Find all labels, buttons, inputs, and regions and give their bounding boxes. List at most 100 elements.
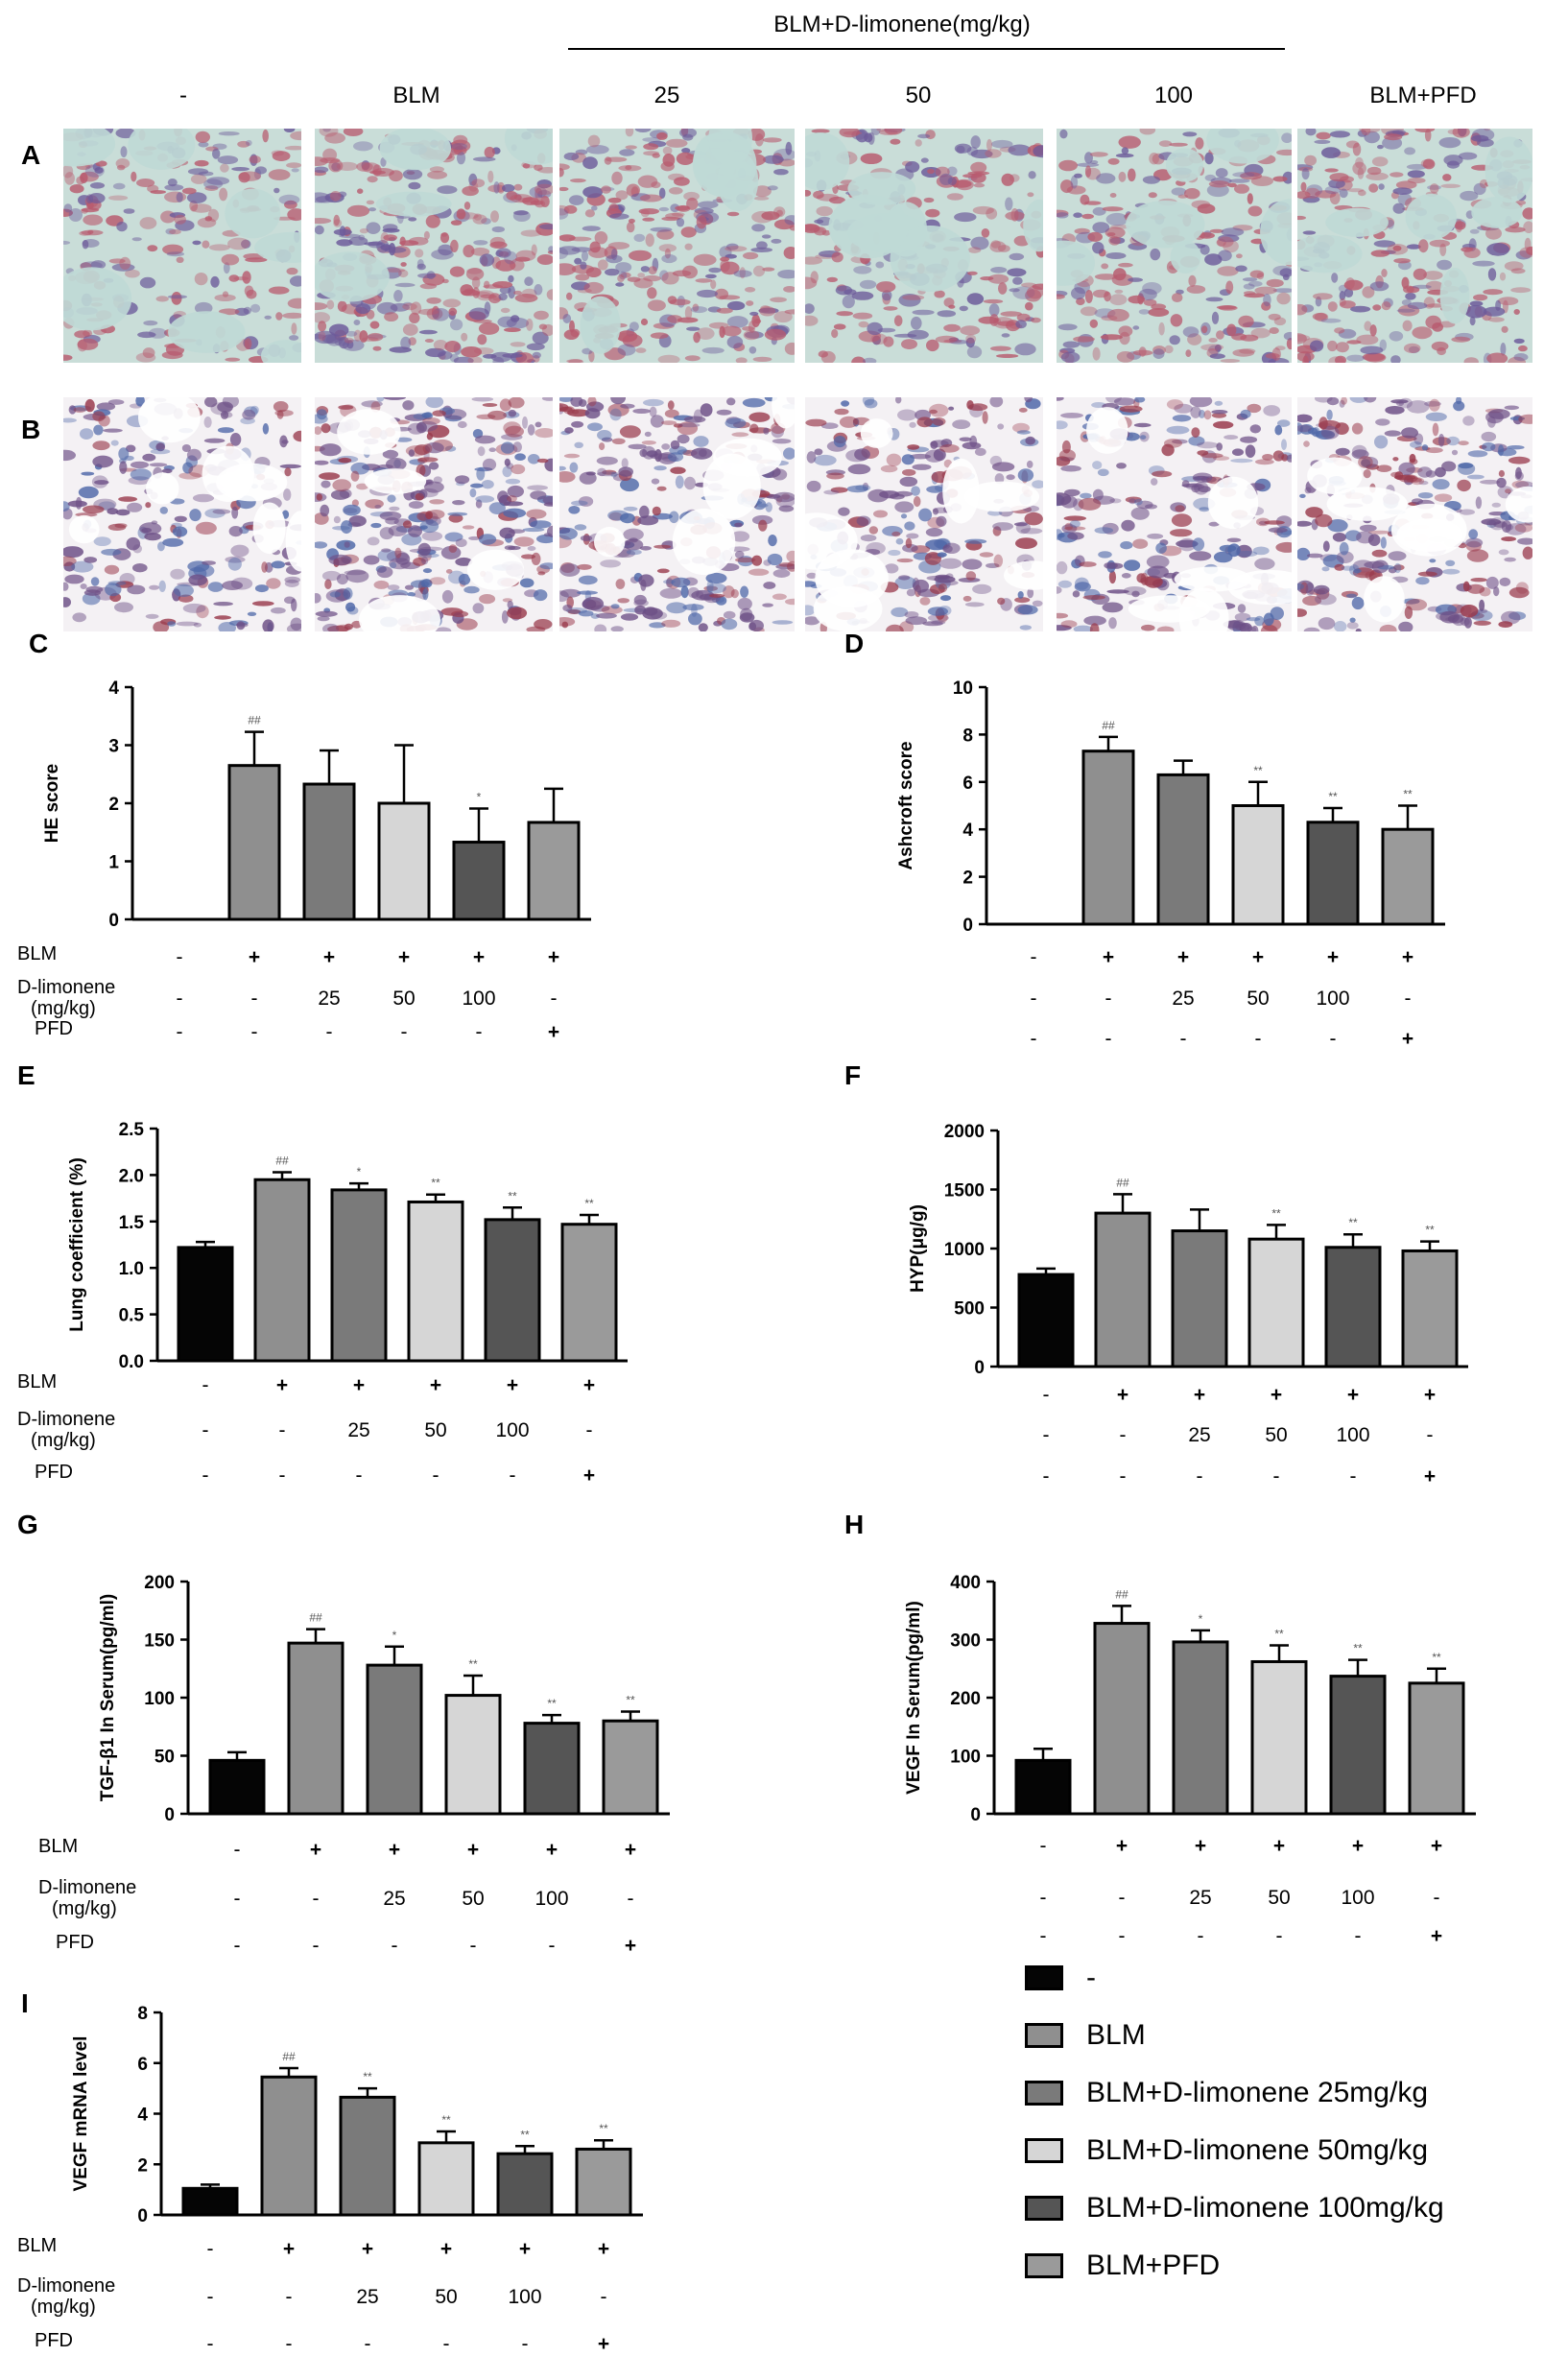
y-tick-label-i-0: 0 [137, 2206, 148, 2226]
cell-f-2-1: - [1120, 1465, 1127, 1488]
legend-swatch-100 [1025, 2196, 1063, 2221]
y-axis-label-f: HYP(μg/g) [908, 1204, 928, 1293]
cell-i-1-5: - [601, 2286, 607, 2308]
bar-d-2 [1156, 773, 1210, 926]
bar-i-1 [260, 2075, 318, 2217]
cell-e-2-2: - [356, 1464, 363, 1487]
bar-c-4 [452, 841, 506, 921]
cell-i-1-2: 25 [356, 2286, 378, 2308]
cell-h-0-5: + [1431, 1835, 1442, 1857]
legend-label-100: BLM+D-limonene 100mg/kg [1086, 2192, 1444, 2224]
cell-g-0-0: - [234, 1839, 241, 1861]
group-header-line [568, 48, 1285, 50]
column-header-50: 50 [905, 83, 932, 108]
bar-f-0 [1017, 1273, 1075, 1368]
row-label-i-pfd: PFD [35, 2330, 73, 2351]
row-label-e-pfd: PFD [35, 1462, 73, 1483]
cell-g-0-1: + [310, 1839, 321, 1861]
panel-letter-f: F [844, 1060, 861, 1090]
bar-c-5 [527, 821, 581, 921]
bar-d-4 [1306, 821, 1360, 926]
cell-i-2-2: - [365, 2333, 371, 2355]
cell-e-1-5: - [586, 1419, 593, 1441]
cell-h-1-2: 25 [1189, 1887, 1211, 1909]
y-tick-label-h-3: 300 [950, 1631, 981, 1652]
bar-g-5 [602, 1719, 659, 1816]
cell-e-0-1: + [276, 1374, 288, 1396]
cell-c-1-5: - [551, 988, 558, 1010]
bar-h-4 [1329, 1675, 1387, 1816]
cell-i-2-3: - [443, 2333, 450, 2355]
bar-d-1 [1081, 750, 1135, 926]
y-tick-label-h-0: 0 [970, 1805, 981, 1825]
bar-h-0 [1014, 1758, 1072, 1816]
cell-i-0-3: + [440, 2238, 452, 2260]
bar-e-5 [560, 1223, 618, 1363]
sig-mark-e-4: ** [508, 1189, 517, 1202]
sig-mark-g-1: ## [309, 1611, 322, 1625]
y-tick-label-g-4: 200 [144, 1573, 175, 1593]
sig-mark-h-4: ** [1353, 1642, 1363, 1655]
row-label-b: B [21, 415, 41, 444]
cell-c-0-1: + [249, 946, 260, 968]
cell-f-2-0: - [1043, 1465, 1050, 1488]
legend-swatch-control [1025, 1965, 1063, 1990]
group-header-label: BLM+D-limonene(mg/kg) [773, 12, 1031, 37]
column-header-blm: BLM [392, 83, 440, 108]
column-header-control: - [179, 83, 187, 108]
bar-e-3 [407, 1200, 464, 1363]
micrograph-a-4 [805, 129, 1043, 363]
y-tick-label-d-4: 8 [962, 726, 973, 746]
column-header-25: 25 [653, 83, 680, 108]
cell-f-0-2: + [1194, 1384, 1205, 1406]
sig-mark-i-2: ** [363, 2070, 372, 2083]
cell-h-2-4: - [1355, 1925, 1362, 1947]
sig-mark-c-1: ## [248, 714, 261, 727]
cell-d-2-2: - [1180, 1028, 1187, 1050]
cell-c-1-3: 50 [392, 988, 415, 1010]
y-tick-label-f-4: 2000 [944, 1122, 985, 1142]
bar-g-0 [208, 1758, 266, 1816]
row-label-i-dlimonene: D-limonene [17, 2275, 115, 2297]
cell-h-1-3: 50 [1268, 1887, 1290, 1909]
cell-e-2-4: - [510, 1464, 516, 1487]
bar-c-1 [227, 764, 281, 921]
legend-label-control: - [1086, 1962, 1096, 1993]
panel-letter-i: I [21, 1988, 29, 2018]
cell-c-1-2: 25 [318, 988, 340, 1010]
cell-i-2-1: - [286, 2333, 293, 2355]
cell-e-1-1: - [279, 1419, 286, 1441]
legend-item-50: BLM+D-limonene 50mg/kg [1025, 2134, 1428, 2167]
legend-item-pfd: BLM+PFD [1025, 2249, 1220, 2282]
bar-e-4 [484, 1218, 541, 1363]
sig-mark-d-4: ** [1328, 790, 1338, 803]
cell-f-2-3: - [1273, 1465, 1280, 1488]
sig-mark-e-1: ## [275, 1154, 289, 1167]
cell-f-0-0: - [1043, 1384, 1050, 1406]
cell-e-2-0: - [202, 1464, 209, 1487]
cell-i-2-5: + [598, 2333, 609, 2355]
cell-d-1-1: - [1105, 988, 1112, 1010]
cell-c-0-2: + [323, 946, 335, 968]
cell-g-0-3: + [467, 1839, 479, 1861]
panel-letter-e: E [17, 1060, 36, 1090]
bar-h-2 [1172, 1640, 1229, 1816]
bar-i-4 [496, 2152, 554, 2217]
cell-d-2-0: - [1031, 1028, 1037, 1050]
cell-g-2-4: - [549, 1935, 556, 1957]
panel-letter-c: C [29, 629, 48, 658]
sig-mark-d-5: ** [1403, 788, 1413, 801]
cell-f-2-5: + [1424, 1465, 1436, 1488]
cell-f-1-2: 25 [1188, 1424, 1210, 1446]
legend-label-blm: BLM [1086, 2019, 1146, 2051]
cell-h-1-5: - [1434, 1887, 1440, 1909]
row-label-g-unit: (mg/kg) [52, 1898, 117, 1919]
sig-mark-h-2: * [1199, 1612, 1203, 1626]
cell-i-0-1: + [283, 2238, 295, 2260]
sig-mark-f-5: ** [1425, 1224, 1435, 1237]
sig-mark-f-3: ** [1271, 1206, 1281, 1220]
cell-e-0-4: + [507, 1374, 518, 1396]
y-tick-label-e-0: 0.0 [119, 1352, 144, 1372]
sig-mark-h-1: ## [1115, 1587, 1128, 1601]
